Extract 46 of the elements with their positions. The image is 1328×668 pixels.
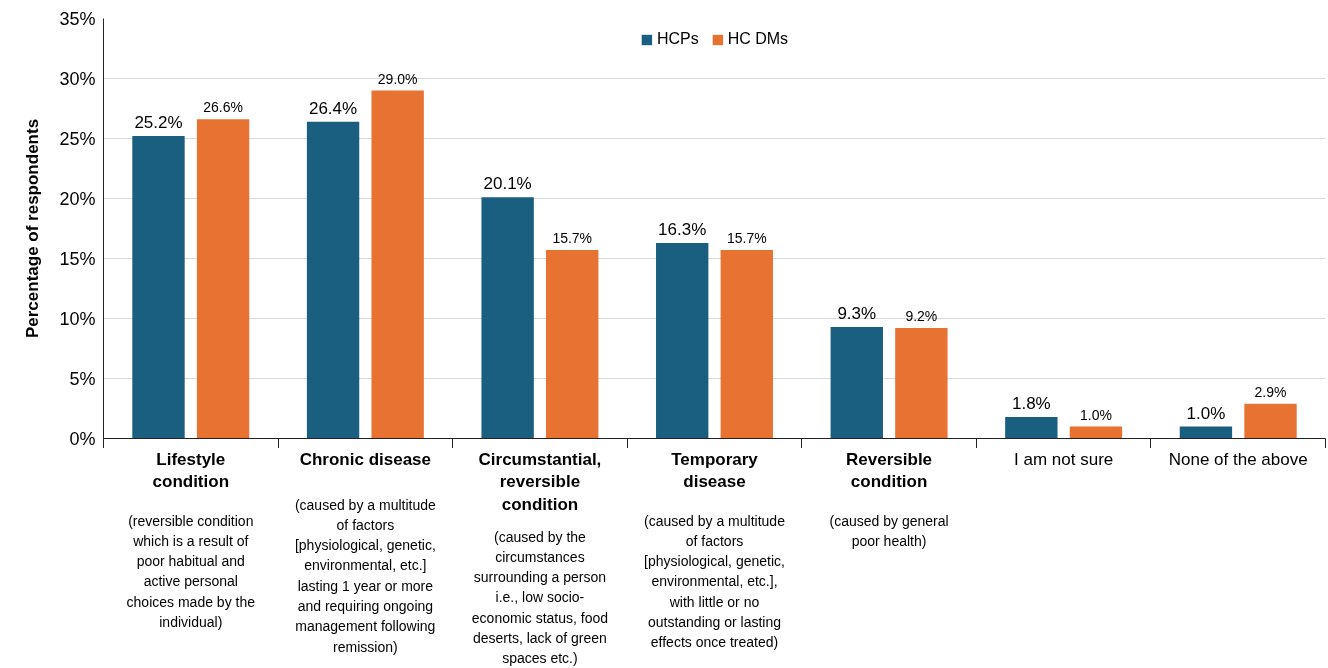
y-tick-label: 30% <box>59 68 96 89</box>
category-label: Reversible condition (caused by general poor health) <box>829 449 949 549</box>
x-tick-label: I am not sure <box>1014 449 1114 469</box>
data-label: 20.1% <box>483 174 532 194</box>
bar <box>1179 426 1233 439</box>
y-tick-label: 5% <box>69 368 96 389</box>
bar <box>830 326 883 439</box>
category-label: Chronic disease (caused by a multitude of factors [physiological, genetic, environmental, etc.] lasting 1 year or more and requiring ongoing management following remission) <box>294 449 436 655</box>
bar <box>1069 426 1123 439</box>
data-label: 15.7% <box>726 230 767 247</box>
data-label: 1.0% <box>1186 403 1226 423</box>
y-tick-label: 15% <box>59 248 96 269</box>
y-axis-title: Percentage of respondents <box>23 118 43 339</box>
bar <box>546 250 599 439</box>
data-label: 9.2% <box>905 308 938 325</box>
bar <box>1005 416 1058 439</box>
data-label: 15.7% <box>552 230 593 247</box>
data-label: 2.9% <box>1254 383 1287 400</box>
data-label: 9.3% <box>837 303 877 323</box>
category-label: Lifestyle condition (reversible condition which is a result of poor habitual and active personal choices made by the individual) <box>126 449 255 631</box>
y-tick-label: 35% <box>59 8 96 29</box>
bar <box>196 119 250 439</box>
data-label: 26.6% <box>203 99 243 116</box>
bar <box>720 250 773 439</box>
data-label: 1.8% <box>1011 393 1051 413</box>
bar <box>895 328 948 439</box>
bar <box>481 197 534 439</box>
data-label: 26.4% <box>308 98 358 118</box>
data-label: 29.0% <box>377 70 418 87</box>
y-tick-label: 20% <box>59 188 96 209</box>
x-tick-label: None of the above <box>1168 449 1308 469</box>
y-tick-label: 10% <box>59 308 96 329</box>
bar <box>132 136 185 439</box>
category-label: Circumstantial, reversible condition (caused by the circumstances surrounding a person i.e., low socio- economic status, food deserts, lack of green spaces etc.) <box>471 449 609 667</box>
legend-label: HC DMs <box>727 30 789 48</box>
bar <box>371 90 424 439</box>
bar <box>1244 403 1297 439</box>
y-tick-label: 0% <box>69 428 96 449</box>
legend-label: HCPs <box>656 30 699 48</box>
data-label: 25.2% <box>134 113 183 133</box>
bar <box>656 242 709 439</box>
data-label: 16.3% <box>658 219 707 239</box>
data-label: 1.0% <box>1079 406 1112 423</box>
bar <box>306 121 360 439</box>
category-label: Temporary disease (caused by a multitude of factors [physiological, genetic, environmental, etc.], with little or no outstanding or lasting effects once treated) <box>644 449 785 651</box>
y-tick-label: 25% <box>59 128 96 149</box>
